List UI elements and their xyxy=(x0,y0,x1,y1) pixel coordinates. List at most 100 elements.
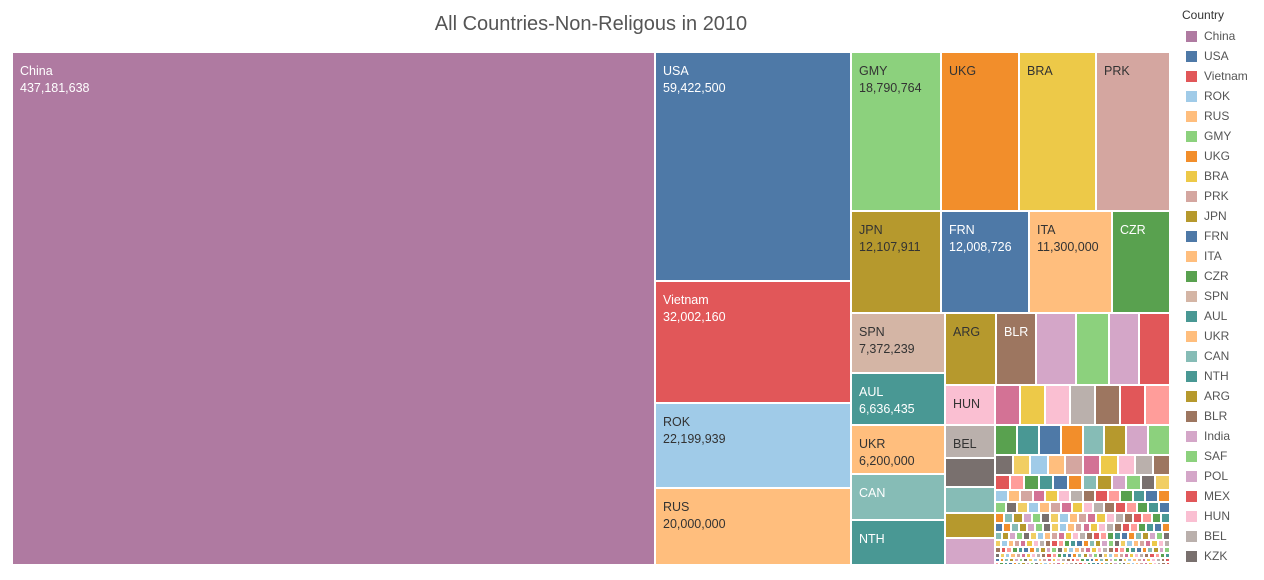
treemap-cell-small-country[interactable] xyxy=(1032,540,1039,547)
treemap-cell-small-country[interactable] xyxy=(1030,532,1037,540)
treemap-cell-rok[interactable]: ROK 22,199,939 xyxy=(655,403,851,488)
treemap-cell-small-country[interactable] xyxy=(1018,558,1024,562)
treemap-cell-small-country[interactable] xyxy=(945,487,995,513)
treemap-cell-small-country[interactable] xyxy=(1108,562,1114,565)
treemap-cell-small-country[interactable] xyxy=(1120,385,1145,425)
treemap-cell-ukr[interactable]: UKR 6,200,000 xyxy=(851,425,945,474)
treemap-cell-small-country[interactable] xyxy=(1036,553,1042,558)
treemap-cell-small-country[interactable] xyxy=(995,553,1001,558)
treemap-cell-small-country[interactable] xyxy=(1061,553,1068,558)
treemap-cell-small-country[interactable] xyxy=(1089,558,1095,562)
treemap-cell-small-country[interactable] xyxy=(1117,455,1135,475)
treemap-cell-pol[interactable] xyxy=(1109,313,1139,385)
treemap-cell-czr[interactable]: CZR xyxy=(1112,211,1170,313)
treemap-cell-small-country[interactable] xyxy=(1038,475,1054,490)
legend-item-usa[interactable]: USA xyxy=(1182,46,1264,66)
treemap-cell-small-country[interactable] xyxy=(1105,513,1115,523)
treemap-cell-small-country[interactable] xyxy=(1007,490,1020,502)
treemap-cell-small-country[interactable] xyxy=(1086,562,1092,565)
treemap-cell-small-country[interactable] xyxy=(1047,562,1052,565)
treemap-cell-small-country[interactable] xyxy=(1040,547,1046,553)
treemap-cell-small-country[interactable] xyxy=(1072,553,1078,558)
treemap-cell-small-country[interactable] xyxy=(1118,553,1124,558)
treemap-cell-aul[interactable]: AUL 6,636,435 xyxy=(851,373,945,425)
treemap-cell-small-country[interactable] xyxy=(1025,562,1030,565)
treemap-cell-small-country[interactable] xyxy=(1090,547,1097,553)
treemap-cell-small-country[interactable] xyxy=(1153,547,1159,553)
treemap-cell-small-country[interactable] xyxy=(1113,562,1118,565)
treemap-cell-small-country[interactable] xyxy=(1104,562,1109,565)
treemap-cell-small-country[interactable] xyxy=(1107,547,1114,553)
treemap-cell-small-country[interactable] xyxy=(1155,558,1161,562)
treemap-cell-small-country[interactable] xyxy=(1160,558,1166,562)
treemap-cell-small-country[interactable] xyxy=(1122,523,1131,532)
treemap-cell-small-country[interactable] xyxy=(995,490,1008,502)
treemap-cell-small-country[interactable] xyxy=(1056,562,1061,565)
treemap-cell-small-country[interactable] xyxy=(1100,562,1105,565)
treemap-cell-small-country[interactable] xyxy=(1114,523,1123,532)
legend-item-frn[interactable]: FRN xyxy=(1182,226,1264,246)
treemap-cell-small-country[interactable] xyxy=(995,562,1000,565)
legend-item-ukr[interactable]: UKR xyxy=(1182,326,1264,346)
treemap-cell-small-country[interactable] xyxy=(1111,475,1127,490)
treemap-cell-small-country[interactable] xyxy=(1151,540,1158,547)
treemap-cell-small-country[interactable] xyxy=(1128,532,1135,540)
treemap-cell-small-country[interactable] xyxy=(1151,513,1161,523)
treemap-cell-small-country[interactable] xyxy=(1097,553,1104,558)
treemap-cell-small-country[interactable] xyxy=(1143,562,1149,565)
treemap-cell-small-country[interactable] xyxy=(995,540,1002,547)
treemap-cell-small-country[interactable] xyxy=(995,475,1010,490)
treemap-cell-small-country[interactable] xyxy=(1016,532,1023,540)
treemap-cell-small-country[interactable] xyxy=(1013,558,1019,562)
treemap-cell-small-country[interactable] xyxy=(1065,558,1071,562)
treemap-cell-small-country[interactable] xyxy=(1117,558,1123,562)
treemap-cell-small-country[interactable] xyxy=(1038,502,1050,513)
treemap-cell-small-country[interactable] xyxy=(1008,562,1013,565)
treemap-cell-small-country[interactable] xyxy=(1041,513,1051,523)
treemap-cell-small-country[interactable] xyxy=(1047,558,1052,562)
treemap-cell-small-country[interactable] xyxy=(1031,513,1042,523)
treemap-cell-small-country[interactable] xyxy=(1034,523,1043,532)
treemap-cell-mex[interactable] xyxy=(1139,313,1170,385)
treemap-cell-small-country[interactable] xyxy=(1164,553,1170,558)
treemap-cell-small-country[interactable] xyxy=(1060,425,1083,455)
treemap-cell-small-country[interactable] xyxy=(1091,562,1096,565)
treemap-cell-small-country[interactable] xyxy=(1158,547,1165,553)
treemap-cell-small-country[interactable] xyxy=(1120,490,1133,502)
treemap-cell-small-country[interactable] xyxy=(1106,523,1115,532)
treemap-cell-small-country[interactable] xyxy=(1141,558,1147,562)
treemap-cell-small-country[interactable] xyxy=(1025,553,1032,558)
treemap-cell-small-country[interactable] xyxy=(1000,553,1006,558)
treemap-cell-small-country[interactable] xyxy=(1149,532,1156,540)
treemap-cell-small-country[interactable] xyxy=(1009,475,1025,490)
treemap-cell-small-country[interactable] xyxy=(1016,425,1039,455)
treemap-cell-small-country[interactable] xyxy=(1157,540,1164,547)
treemap-cell-small-country[interactable] xyxy=(1056,553,1062,558)
treemap-cell-small-country[interactable] xyxy=(1115,502,1127,513)
legend-item-prk[interactable]: PRK xyxy=(1182,186,1264,206)
treemap-cell-small-country[interactable] xyxy=(995,385,1020,425)
treemap-cell-small-country[interactable] xyxy=(1023,547,1029,553)
treemap-cell-small-country[interactable] xyxy=(1069,562,1074,565)
treemap-cell-small-country[interactable] xyxy=(1046,553,1052,558)
legend-item-arg[interactable]: ARG xyxy=(1182,386,1264,406)
treemap-cell-small-country[interactable] xyxy=(1108,553,1114,558)
treemap-cell-small-country[interactable] xyxy=(1020,490,1033,502)
treemap-cell-small-country[interactable] xyxy=(1088,540,1095,547)
treemap-cell-small-country[interactable] xyxy=(1009,558,1014,562)
treemap-cell-small-country[interactable] xyxy=(1063,540,1070,547)
treemap-cell-small-country[interactable] xyxy=(1023,532,1030,540)
treemap-cell-small-country[interactable] xyxy=(1051,532,1058,540)
treemap-cell-small-country[interactable] xyxy=(1085,547,1091,553)
treemap-cell-small-country[interactable] xyxy=(1135,562,1140,565)
treemap-cell-small-country[interactable] xyxy=(1132,558,1137,562)
treemap-cell-nth[interactable]: NTH xyxy=(851,520,945,565)
treemap-cell-small-country[interactable] xyxy=(1152,562,1157,565)
treemap-cell-small-country[interactable] xyxy=(1028,547,1035,553)
legend-item-saf[interactable]: SAF xyxy=(1182,446,1264,466)
treemap-cell-small-country[interactable] xyxy=(1027,502,1039,513)
treemap-cell-small-country[interactable] xyxy=(995,513,1005,523)
treemap-cell-small-country[interactable] xyxy=(1145,385,1170,425)
treemap-cell-small-country[interactable] xyxy=(1038,562,1044,565)
treemap-cell-small-country[interactable] xyxy=(1020,385,1045,425)
